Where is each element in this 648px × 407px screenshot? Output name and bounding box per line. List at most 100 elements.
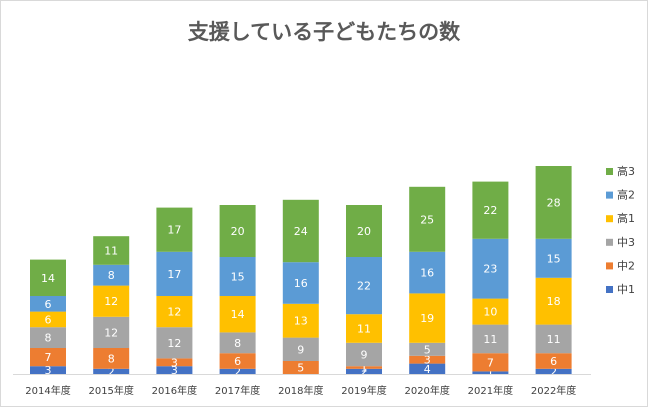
bar-segment [93,264,130,286]
data-label: 3 [424,354,431,367]
data-label: 13 [294,315,308,328]
bar-segment [472,298,509,325]
legend-swatch [606,168,613,175]
data-label: 1 [361,362,368,375]
data-label: 24 [294,225,308,238]
bar-segment [156,366,193,374]
data-label: 16 [294,277,308,290]
data-label: 2 [234,365,241,378]
data-label: 20 [231,225,245,238]
data-label: 8 [108,352,115,365]
data-label: 5 [424,343,431,356]
bar-segment [472,238,509,299]
bar-segment [93,285,130,317]
x-tick-label: 2014年度 [25,384,70,397]
legend-label: 中3 [617,236,635,249]
data-label: 12 [104,326,118,339]
bar-segment [346,342,382,367]
data-label: 18 [547,295,561,308]
data-label: 11 [104,245,118,258]
data-label: 8 [45,332,52,345]
data-label: 16 [420,267,434,280]
legend-label: 高3 [617,164,635,178]
bar-segment [282,199,319,263]
data-label: 8 [108,269,115,282]
data-label: 6 [550,355,557,368]
data-label: 19 [420,312,434,325]
bar-segment [409,293,446,343]
x-tick-label: 2022年度 [531,384,576,397]
x-tick-labels: 2014年度 2015年度 2016年度 2017年度 2018年度 2019年度 2020… [25,384,576,397]
bar-segment [156,207,193,252]
x-tick-label: 2018年度 [278,384,323,397]
bar-segment [346,366,382,369]
bar-segment [219,332,256,354]
bar-segment [30,327,66,348]
data-label: 3 [171,364,178,377]
data-label: 5 [297,362,304,375]
bar-segment [535,277,572,325]
bar-segment [535,238,572,278]
data-label: 11 [483,333,497,346]
data-label: 12 [167,337,181,350]
bar-segment [535,324,572,354]
data-label: 11 [547,333,561,346]
data-label: 17 [167,268,181,281]
bar-segment [535,166,572,239]
bar-segment [346,257,382,315]
bar-segment [282,337,319,361]
x-tick-label: 2017年度 [215,384,260,397]
data-label: 15 [231,271,245,284]
data-label: 7 [487,356,494,369]
data-label: 12 [104,295,118,308]
bar-segment [472,353,509,372]
chart-title: 支援している子どもたちの数 [188,20,461,44]
bar-segment [282,303,319,338]
bar-segment [409,342,446,356]
data-label: 1 [487,367,494,380]
bar-segment [346,205,382,257]
bar-segment [346,314,382,343]
data-label: 2 [361,365,368,378]
bar-segment [30,348,66,367]
data-label: 10 [483,306,497,319]
legend-swatch [606,191,613,199]
bar-segment [219,296,256,333]
bar-segment [156,358,193,367]
bar-segment [472,324,509,354]
bar-segment [219,205,256,257]
data-label: 15 [547,252,561,265]
legend-swatch [606,262,613,270]
legend-swatch [606,286,613,293]
data-label: 6 [45,298,52,311]
data-label: 7 [45,351,52,364]
data-label: 9 [361,349,368,362]
bar-segment [93,348,130,369]
data-label: 22 [483,204,497,217]
data-label: 11 [357,323,371,336]
data-label: 4 [424,363,431,376]
data-label: 28 [547,196,561,209]
bar-segment [535,368,572,374]
data-label: 23 [483,263,497,276]
bar-segment [93,316,130,348]
bar-segment [346,368,382,374]
x-tick-label: 2019年度 [341,384,386,397]
data-label: 22 [357,280,371,293]
bar-segment [409,251,446,294]
data-label: 3 [171,356,178,369]
bar-segment [219,368,256,374]
x-tick-label: 2021年度 [468,384,513,397]
bar-segment [282,262,319,304]
bar-segment [30,296,66,312]
x-tick-label: 2015年度 [88,384,133,397]
bar-segment [409,363,446,374]
bar-segment [409,186,446,252]
bar-segment [93,236,130,265]
bar-segment [219,257,256,296]
bar-segment [219,353,256,369]
data-label: 12 [167,306,181,319]
x-tick-label: 2016年度 [152,384,197,397]
legend-label: 中1 [617,283,635,296]
data-label: 2 [550,365,557,378]
